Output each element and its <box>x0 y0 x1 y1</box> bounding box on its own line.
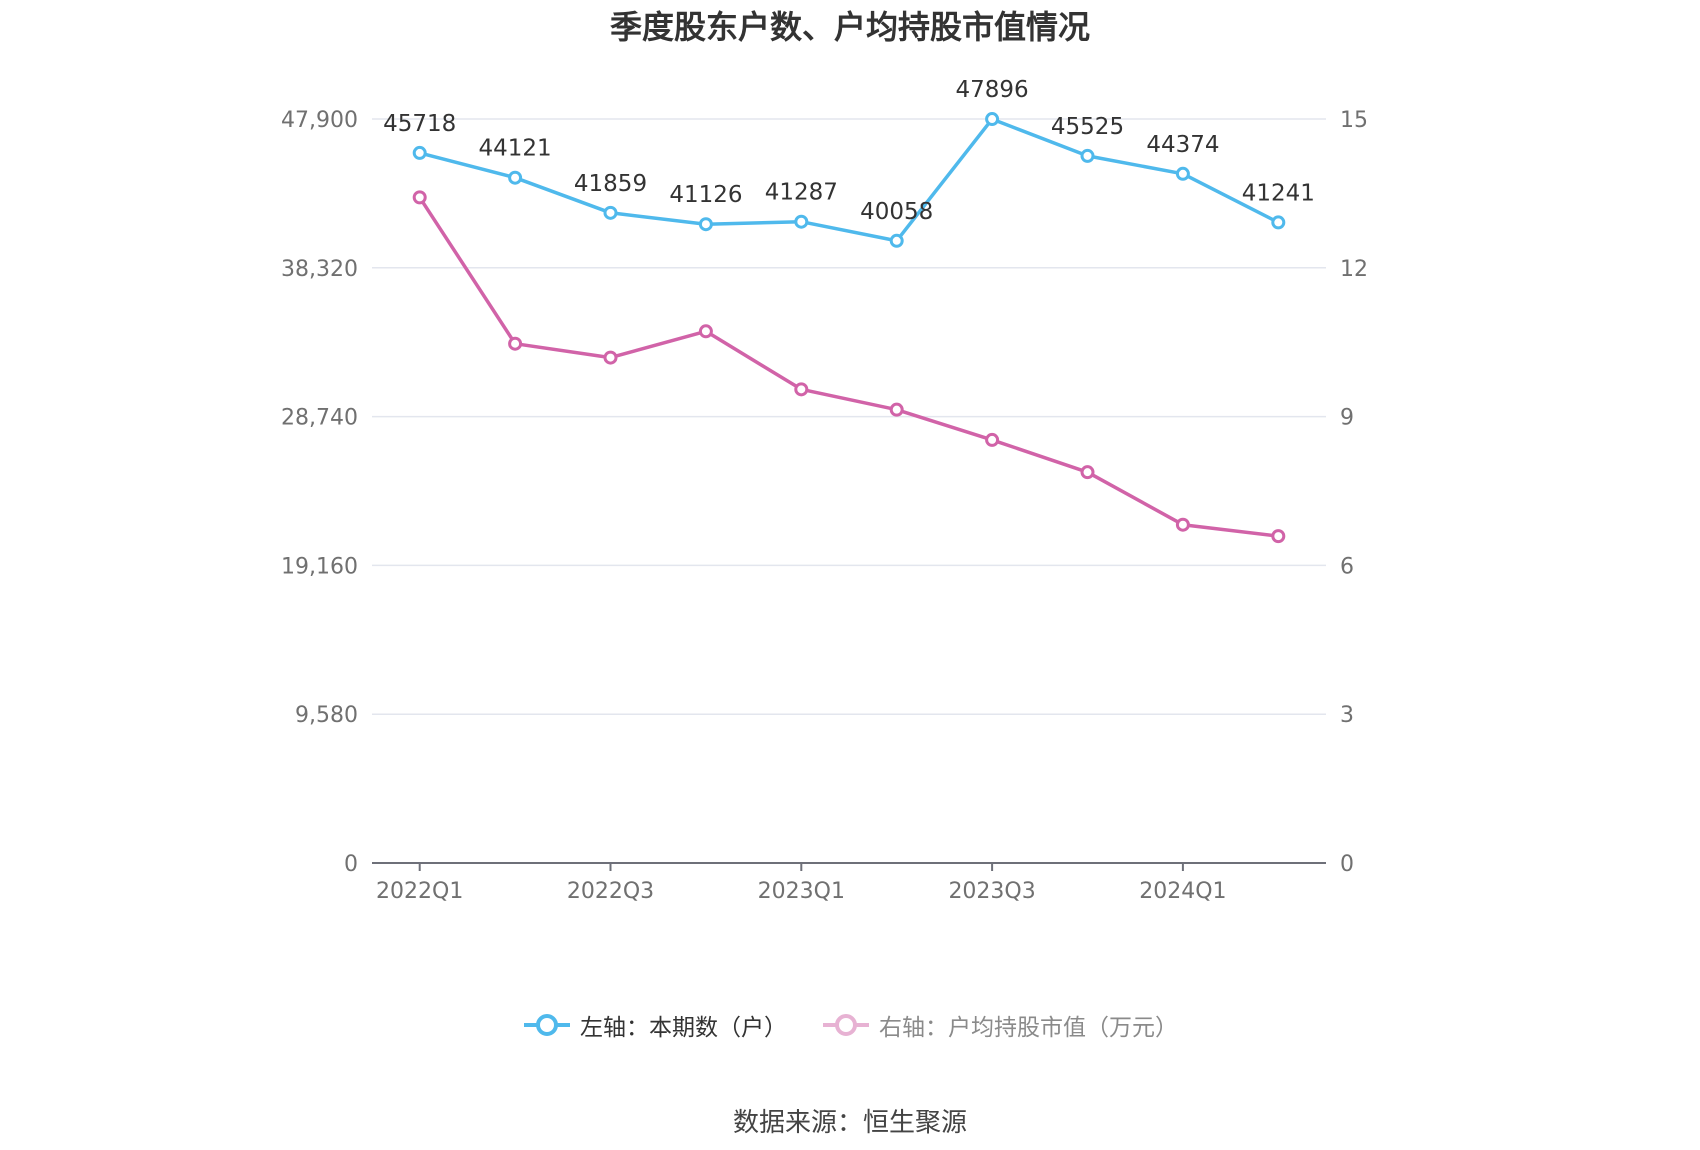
x-axis-tick-label: 2023Q3 <box>948 879 1035 904</box>
left-axis-tick-label: 9,580 <box>295 703 358 728</box>
data-label: 40058 <box>860 199 933 225</box>
left-axis-tick-label: 19,160 <box>281 554 358 579</box>
right-axis-tick-label: 9 <box>1340 406 1354 431</box>
series-line-left <box>419 117 1280 243</box>
chart-title: 季度股东户数、户均持股市值情况 <box>609 8 1090 46</box>
legend-item-left-series[interactable]: 左轴：本期数（户） <box>522 1008 787 1042</box>
data-point <box>412 190 427 205</box>
data-point <box>794 382 809 397</box>
data-point <box>603 205 618 220</box>
data-source: 数据来源：恒生聚源 <box>732 1108 967 1138</box>
data-point <box>889 402 904 417</box>
data-label: 41859 <box>574 171 647 197</box>
data-point <box>889 233 904 248</box>
data-point <box>1080 148 1095 163</box>
legend-swatch-right <box>823 1014 869 1036</box>
right-axis-tick-label: 15 <box>1340 108 1368 133</box>
right-axis-tick-label: 12 <box>1340 257 1368 282</box>
data-label: 44374 <box>1146 132 1219 158</box>
data-point <box>1080 465 1095 480</box>
data-point <box>603 350 618 365</box>
data-label: 41126 <box>669 182 742 208</box>
left-axis-tick-label: 0 <box>344 852 358 877</box>
data-point <box>412 145 427 160</box>
left-axis-tick-label: 28,740 <box>281 406 358 431</box>
data-point <box>508 336 523 351</box>
x-axis-tick-label: 2022Q1 <box>376 879 463 904</box>
legend-item-right-series[interactable]: 右轴：户均持股市值（万元） <box>821 1008 1178 1042</box>
data-label: 47896 <box>956 77 1029 103</box>
data-label: 41241 <box>1242 180 1315 206</box>
data-point <box>1271 215 1286 230</box>
data-label: 45525 <box>1051 114 1124 140</box>
data-label: 45718 <box>383 111 456 137</box>
data-point <box>985 112 1000 127</box>
data-point <box>985 432 1000 447</box>
chart-legend: 左轴：本期数（户） 右轴：户均持股市值（万元） <box>0 1008 1700 1042</box>
legend-swatch-left <box>524 1014 570 1036</box>
data-point <box>1271 529 1286 544</box>
data-point <box>1175 517 1190 532</box>
left-axis-tick-label: 38,320 <box>281 257 358 282</box>
data-point <box>698 324 713 339</box>
right-axis-tick-label: 0 <box>1340 852 1354 877</box>
data-point <box>1175 166 1190 181</box>
legend-label-right: 右轴：户均持股市值（万元） <box>879 1015 1178 1041</box>
x-axis-tick-label: 2022Q3 <box>567 879 654 904</box>
data-point <box>794 214 809 229</box>
series-line-right <box>418 196 1279 538</box>
x-axis-tick-label: 2023Q1 <box>758 879 845 904</box>
data-point <box>508 170 523 185</box>
data-label: 41287 <box>765 180 838 206</box>
data-label: 44121 <box>479 136 552 162</box>
right-axis-tick-label: 3 <box>1340 703 1354 728</box>
data-point <box>698 217 713 232</box>
right-axis-tick-label: 6 <box>1340 554 1354 579</box>
legend-label-left: 左轴：本期数（户） <box>580 1015 787 1041</box>
x-axis-tick-label: 2024Q1 <box>1139 879 1226 904</box>
left-axis-tick-label: 47,900 <box>281 108 358 133</box>
